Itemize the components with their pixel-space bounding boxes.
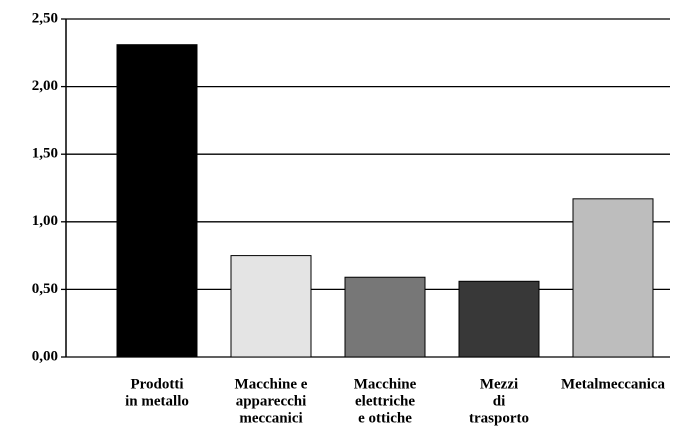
x-tick-label: apparecchi xyxy=(236,393,307,409)
y-tick-label: 0,00 xyxy=(32,348,58,364)
x-tick-label: Mezzi xyxy=(480,376,518,392)
y-tick-label: 1,00 xyxy=(32,213,58,229)
bar xyxy=(116,44,198,358)
y-tick-label: 2,50 xyxy=(32,10,58,26)
x-tick-label: di xyxy=(493,393,506,409)
x-tick-label: in metallo xyxy=(125,393,189,409)
y-tick-label: 2,00 xyxy=(32,78,58,94)
bar xyxy=(458,280,540,358)
bar xyxy=(344,276,426,358)
y-tick-label: 0,50 xyxy=(32,281,58,297)
x-tick-label: elettriche xyxy=(355,393,415,409)
x-tick-label: Metalmeccanica xyxy=(561,376,666,392)
x-tick-label: Prodotti xyxy=(130,376,183,392)
y-tick-label: 1,50 xyxy=(32,146,58,162)
x-tick-label: meccanici xyxy=(239,410,302,426)
x-tick-label: Macchine e xyxy=(235,376,308,392)
bar xyxy=(572,198,654,358)
x-tick-label: trasporto xyxy=(469,410,529,426)
x-tick-label: Macchine xyxy=(354,376,417,392)
bar xyxy=(230,255,312,358)
x-tick-label: e ottiche xyxy=(358,410,412,426)
